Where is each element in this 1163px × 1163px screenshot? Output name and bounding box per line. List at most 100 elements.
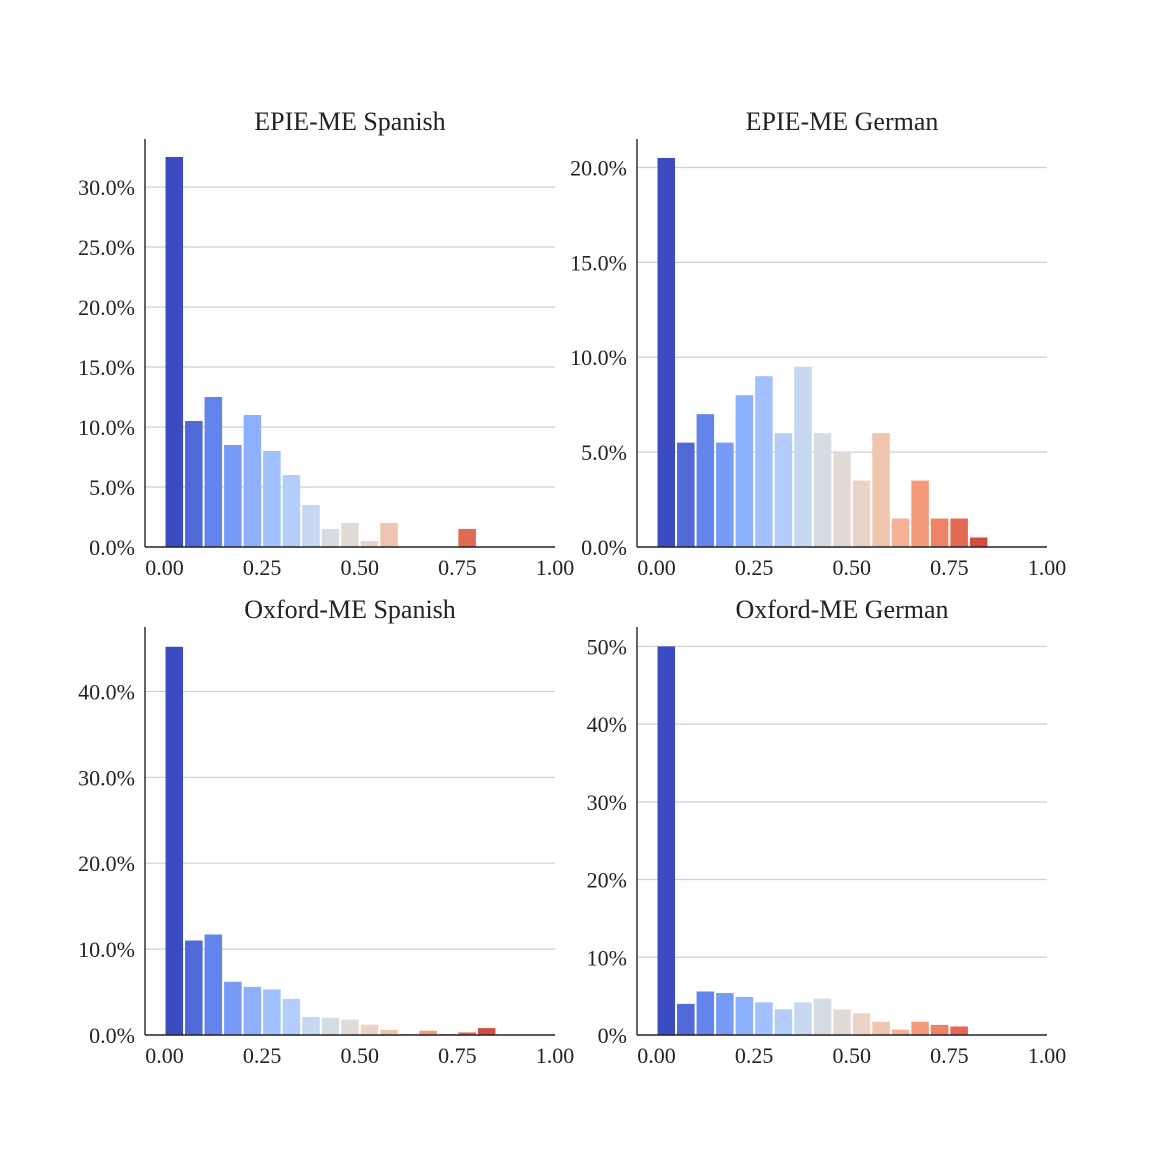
bar-epie-german-13	[911, 480, 929, 547]
bar-oxford-german-7	[794, 1002, 812, 1035]
bar-epie-german-14	[930, 518, 949, 547]
bar-epie-german-6	[774, 433, 793, 547]
bar-oxford-spanish-1	[185, 940, 203, 1035]
x-tick-label: 0.25	[243, 1043, 282, 1068]
bar-oxford-german-10	[852, 1013, 871, 1035]
bar-oxford-german-5	[755, 1002, 773, 1035]
chart-title: Oxford-ME German	[736, 595, 949, 624]
y-tick-label: 20%	[587, 868, 627, 893]
x-tick-label: 0.25	[735, 1043, 774, 1068]
bar-epie-german-8	[813, 433, 832, 547]
y-tick-label: 5.0%	[89, 475, 135, 500]
bar-oxford-spanish-0	[165, 646, 184, 1035]
bar-oxford-spanish-4	[243, 986, 262, 1035]
x-tick-label: 0.00	[637, 1043, 676, 1068]
y-tick-label: 0.0%	[89, 1023, 135, 1048]
bar-epie-spanish-4	[243, 415, 262, 547]
bar-epie-spanish-11	[380, 523, 398, 547]
y-tick-label: 20.0%	[570, 155, 627, 180]
panel-epie-spanish: 0.0% 5.0% 10.0% 15.0% 20.0% 25.0% 30.0% 0.00 0.2…	[78, 107, 574, 580]
y-tick-label: 30%	[587, 790, 627, 815]
y-tick-label: 15.0%	[570, 250, 627, 275]
y-tick-label: 50%	[587, 634, 627, 659]
x-tick-label: 0.00	[145, 555, 184, 580]
y-tick-label: 40%	[587, 712, 627, 737]
bar-oxford-german-8	[813, 998, 832, 1035]
chart-title: Oxford-ME Spanish	[244, 595, 456, 624]
bar-oxford-german-13	[911, 1021, 929, 1035]
bar-oxford-german-15	[950, 1026, 968, 1035]
bar-oxford-spanish-10	[360, 1024, 379, 1035]
y-tick-label: 0%	[598, 1023, 627, 1048]
bar-epie-german-0	[657, 157, 676, 547]
x-tick-label: 0.50	[341, 1043, 380, 1068]
bar-oxford-spanish-9	[341, 1019, 359, 1035]
bar-epie-german-5	[755, 376, 773, 547]
bar-epie-german-11	[872, 433, 890, 547]
bar-epie-german-7	[794, 366, 812, 547]
x-tick-label: 0.50	[833, 555, 872, 580]
y-tick-label: 10.0%	[78, 937, 135, 962]
bar-oxford-spanish-8	[321, 1017, 340, 1035]
x-tick-label: 0.25	[243, 555, 282, 580]
bar-oxford-spanish-5	[263, 989, 281, 1035]
y-tick-label: 30.0%	[78, 765, 135, 790]
x-tick-label: 1.00	[1028, 1043, 1067, 1068]
x-tick-label: 0.75	[438, 1043, 477, 1068]
bar-epie-spanish-1	[185, 421, 203, 547]
bar-oxford-german-4	[735, 996, 754, 1035]
panel-oxford-spanish: 0.0% 10.0% 20.0% 30.0% 40.0% 0.00 0.25 0.50 0.75…	[78, 595, 574, 1068]
panel-oxford-german: 0% 10% 20% 30% 40% 50% 0.00 0.25 0.50 0.75 1.00 Oxf…	[587, 595, 1067, 1068]
bar-epie-spanish-15	[458, 529, 476, 547]
bar-oxford-german-14	[930, 1024, 949, 1035]
x-tick-label: 1.00	[536, 555, 575, 580]
y-tick-label: 10.0%	[570, 345, 627, 370]
bar-oxford-spanish-6	[282, 998, 301, 1035]
x-tick-label: 0.75	[930, 555, 969, 580]
bar-epie-spanish-0	[165, 157, 184, 547]
bar-oxford-spanish-16	[477, 1028, 496, 1035]
x-tick-label: 1.00	[536, 1043, 575, 1068]
bar-oxford-german-9	[833, 1009, 851, 1035]
x-tick-label: 0.25	[735, 555, 774, 580]
bar-oxford-spanish-7	[302, 1016, 320, 1035]
bar-epie-spanish-6	[282, 475, 301, 547]
bar-epie-german-12	[891, 518, 910, 547]
bar-oxford-spanish-3	[224, 981, 242, 1035]
y-tick-label: 20.0%	[78, 295, 135, 320]
y-tick-label: 5.0%	[581, 440, 627, 465]
bar-epie-spanish-5	[263, 451, 281, 547]
bar-oxford-german-12	[891, 1029, 910, 1035]
bar-epie-spanish-3	[224, 445, 242, 547]
bar-epie-german-10	[852, 480, 871, 547]
bar-epie-german-16	[969, 537, 988, 547]
y-tick-label: 20.0%	[78, 851, 135, 876]
bar-epie-german-1	[677, 442, 695, 547]
y-tick-label: 10%	[587, 945, 627, 970]
bar-oxford-german-0	[657, 646, 676, 1035]
bar-oxford-german-1	[677, 1003, 695, 1035]
x-tick-label: 0.75	[438, 555, 477, 580]
y-tick-label: 40.0%	[78, 679, 135, 704]
chart-title: EPIE-ME German	[746, 107, 939, 136]
x-tick-label: 0.00	[637, 555, 676, 580]
panel-epie-german: 0.0% 5.0% 10.0% 15.0% 20.0% 0.00 0.25 0.50 0.75 1…	[570, 107, 1066, 580]
bar-epie-german-4	[735, 395, 754, 547]
x-tick-label: 0.75	[930, 1043, 969, 1068]
bar-epie-spanish-9	[341, 523, 359, 547]
bar-epie-spanish-10	[360, 541, 379, 547]
bar-oxford-german-2	[696, 991, 715, 1035]
bar-epie-german-2	[696, 414, 715, 547]
bar-oxford-spanish-11	[380, 1029, 398, 1035]
bar-epie-spanish-8	[321, 529, 340, 547]
bar-oxford-spanish-2	[204, 934, 223, 1035]
bar-oxford-german-11	[872, 1021, 890, 1035]
x-tick-label: 0.50	[341, 555, 380, 580]
y-tick-label: 10.0%	[78, 415, 135, 440]
y-tick-label: 15.0%	[78, 355, 135, 380]
bar-oxford-spanish-13	[419, 1030, 437, 1035]
y-tick-label: 25.0%	[78, 235, 135, 260]
bar-oxford-spanish-15	[458, 1032, 476, 1035]
x-tick-label: 0.50	[833, 1043, 872, 1068]
